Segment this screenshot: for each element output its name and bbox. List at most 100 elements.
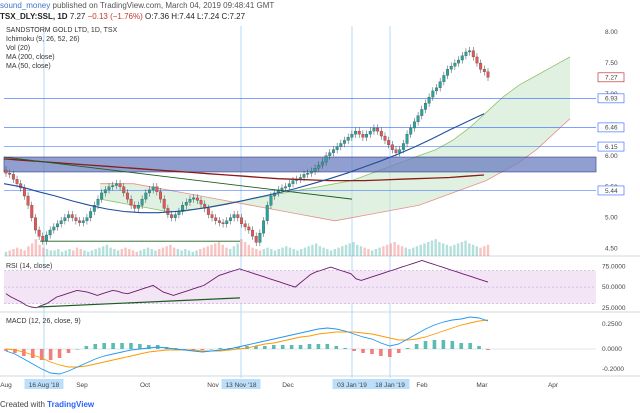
price-tag: [597, 72, 625, 83]
macd-histogram-bar: [379, 349, 383, 356]
candle-body: [129, 198, 133, 206]
volume-bar: [445, 244, 449, 256]
volume-bar: [258, 250, 262, 256]
price-tag: [597, 185, 625, 196]
candle-body: [118, 183, 122, 187]
volume-bar: [4, 251, 8, 256]
candle-body: [78, 220, 82, 223]
candle-body: [390, 144, 394, 150]
candle-body: [376, 127, 380, 132]
candle-body: [103, 189, 107, 194]
candle-body: [148, 189, 151, 194]
volume-bar: [135, 251, 138, 256]
volume-bar: [374, 249, 378, 256]
volume-bar: [441, 243, 445, 256]
candle-body: [144, 192, 148, 200]
macd-histogram-bar: [30, 349, 35, 358]
candle-body: [343, 140, 346, 144]
candle-body: [96, 198, 100, 206]
candle-body: [420, 109, 424, 116]
volume-bar: [314, 243, 318, 256]
volume-bar: [98, 247, 101, 256]
candle-body: [357, 130, 361, 135]
rsi-pane[interactable]: 75.0000 50.0000 25.0000: [0, 260, 640, 313]
volume-bar: [109, 247, 112, 256]
volume-bar: [146, 247, 150, 256]
macd-histogram-bar: [361, 349, 365, 353]
macd-histogram-bar: [271, 345, 276, 349]
time-tick: Nov: [207, 382, 219, 389]
volume-bar: [456, 243, 460, 256]
price-tag-label: 7.27: [605, 75, 618, 82]
macd-histogram-bar: [173, 348, 178, 349]
candle-body: [254, 236, 258, 243]
tradingview-logo[interactable]: TradingView: [47, 400, 95, 409]
candle-body: [365, 134, 369, 138]
macd-histogram-bar: [352, 349, 356, 351]
volume-bar: [341, 246, 344, 256]
candle-body: [177, 211, 181, 215]
price-change: −0.13 (−1.76%): [87, 12, 143, 21]
macd-title: MACD (12, 26, close, 9): [6, 318, 81, 325]
volume-bar: [453, 244, 456, 256]
candle-body: [398, 149, 402, 153]
candle-body: [195, 197, 199, 201]
macd-histogram-bar: [325, 344, 330, 349]
candle-body: [74, 217, 78, 221]
volume-bar: [72, 250, 75, 256]
macd-tick: 0.0000: [602, 346, 622, 353]
time-tick: 13 Nov '18: [226, 382, 257, 389]
candle-body: [41, 236, 45, 242]
volume-bar: [299, 249, 303, 256]
volume-bar: [408, 249, 411, 256]
candle-body: [265, 205, 269, 221]
candle-body: [122, 186, 126, 194]
publisher-name[interactable]: sound_money: [0, 1, 51, 10]
candle-body: [291, 180, 295, 184]
macd-histogram-bar: [459, 343, 464, 349]
volume-bar: [157, 249, 161, 256]
volume-bar: [16, 247, 19, 256]
volume-bar: [378, 247, 381, 256]
candle-body: [11, 174, 15, 180]
candle-body: [210, 214, 214, 218]
candle-body: [56, 223, 59, 228]
price-pane[interactable]: 8.007.507.006.506.005.505.004.507.276.93…: [3, 26, 640, 378]
volume-bar: [128, 249, 131, 256]
macd-histogram-bar: [111, 343, 115, 349]
price-tick: 8.00: [605, 29, 618, 36]
volume-bar: [281, 247, 284, 256]
candle-body: [140, 198, 144, 206]
candle-body: [468, 50, 472, 53]
volume-bar: [385, 244, 389, 256]
candle-body: [133, 205, 137, 209]
volume-bar: [199, 249, 202, 256]
legend-ma200: MA (200, close): [6, 54, 55, 61]
volume-bar: [423, 243, 426, 256]
macd-pane[interactable]: 0.2500 0.0000 -0.2000: [0, 316, 640, 377]
macd-histogram-bar: [298, 345, 303, 349]
volume-bar: [240, 239, 243, 256]
candle-body: [162, 198, 166, 209]
macd-histogram-bar: [370, 349, 374, 354]
candle-body: [354, 130, 357, 135]
volume-bar: [356, 244, 359, 256]
last-price: 7.27: [69, 12, 86, 21]
macd-histogram-bar: [218, 348, 223, 349]
volume-bar: [277, 249, 280, 256]
macd-histogram-bar: [334, 346, 339, 349]
time-axis[interactable]: Aug 16 Aug '18 Sep Oct Nov 13 Nov '18 Dec 03 Ja…: [0, 379, 559, 389]
candle-body: [100, 192, 104, 200]
published-text: published on TradingView.com, March 04, …: [52, 1, 275, 10]
volume-bar: [367, 249, 370, 256]
ma50-line: [3, 113, 485, 214]
volume-bar: [303, 247, 307, 256]
candle-body: [184, 202, 188, 206]
volume-bar: [322, 247, 325, 256]
candle-body: [435, 87, 438, 92]
price-tag-label: 6.46: [605, 125, 618, 132]
macd-histogram-bar: [13, 349, 17, 353]
price-tag: [597, 93, 625, 104]
macd-histogram-bar: [227, 348, 231, 349]
